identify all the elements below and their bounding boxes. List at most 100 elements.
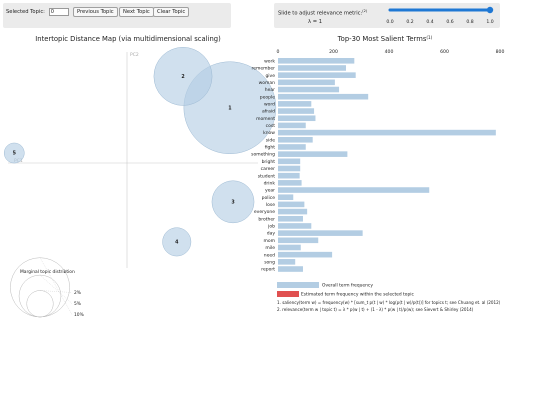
- term-label[interactable]: job: [267, 224, 275, 230]
- term-label[interactable]: people: [260, 94, 275, 100]
- saliency-note: 1. saliency(term w) = frequency(w) * [su…: [277, 300, 501, 305]
- term-label[interactable]: give: [265, 73, 275, 79]
- marginal-level-label: 10%: [74, 312, 84, 318]
- term-label[interactable]: afraid: [262, 109, 275, 115]
- bar-police[interactable]: [278, 194, 294, 201]
- bar-day[interactable]: [278, 230, 363, 236]
- bar-word[interactable]: [278, 101, 312, 107]
- bar-woman[interactable]: [278, 79, 335, 86]
- term-label[interactable]: mom: [263, 239, 275, 244]
- topic-circle-2[interactable]: [153, 47, 213, 106]
- term-label[interactable]: remember: [251, 66, 275, 72]
- bar-xtick-label: 800: [496, 49, 505, 55]
- bar-student[interactable]: [278, 172, 300, 179]
- term-label[interactable]: word: [264, 101, 275, 107]
- term-label[interactable]: career: [261, 166, 276, 172]
- topic-label-3: 3: [231, 199, 234, 205]
- selected-topic-input[interactable]: [49, 8, 69, 16]
- intertopic-title: Intertopic Distance Map (via multidimens…: [35, 35, 221, 43]
- relevance-note: 2. relevance(term w | topic t) = λ * p(w…: [277, 307, 474, 312]
- topic-label-1: 1: [228, 105, 231, 111]
- bar-fight[interactable]: [278, 144, 306, 150]
- term-label[interactable]: day: [267, 231, 276, 237]
- topic-label-5: 5: [13, 151, 16, 157]
- bar-report[interactable]: [278, 266, 303, 272]
- bar-remember[interactable]: [278, 65, 346, 71]
- slider-tick-label: 0.4: [426, 19, 433, 25]
- relevance-panel: Slide to adjust relevance metric:(2) λ =…: [274, 3, 500, 28]
- marginal-level-label: 2%: [74, 290, 81, 296]
- relevance-slider[interactable]: 0.0 0.2 0.4 0.6 0.8 1.0: [386, 6, 494, 25]
- bar-bright[interactable]: [278, 158, 301, 165]
- topic-circle-5[interactable]: [3, 142, 25, 164]
- term-label[interactable]: mile: [265, 245, 275, 251]
- previous-topic-button[interactable]: Previous Topic: [73, 7, 118, 17]
- legend-overall-swatch: [277, 282, 319, 288]
- term-label[interactable]: woman: [259, 81, 276, 86]
- bar-moment[interactable]: [278, 115, 316, 122]
- marginal-circle: [26, 290, 54, 318]
- slider-tick-label: 1.0: [486, 19, 493, 25]
- term-label[interactable]: year: [265, 188, 275, 194]
- bar-everyone[interactable]: [278, 208, 308, 215]
- bar-xtick-label: 200: [329, 49, 338, 55]
- term-label[interactable]: side: [266, 137, 275, 143]
- marginal-level-label: 5%: [74, 301, 81, 307]
- bar-song[interactable]: [278, 259, 296, 265]
- bar-career[interactable]: [278, 165, 301, 172]
- slider-tick-label: 0.6: [446, 19, 453, 25]
- term-label[interactable]: something: [251, 152, 275, 158]
- term-label[interactable]: report: [261, 267, 275, 273]
- bar-mile[interactable]: [278, 244, 301, 251]
- bar-year[interactable]: [278, 187, 430, 193]
- term-label[interactable]: cost: [266, 123, 276, 129]
- slider-thumb[interactable]: [486, 6, 494, 14]
- bar-brother[interactable]: [278, 215, 303, 222]
- marginal-circle: [18, 274, 62, 318]
- term-label[interactable]: lose: [266, 202, 275, 208]
- marginal-circle: [10, 257, 70, 318]
- topic-circle-3[interactable]: [211, 180, 255, 224]
- bar-side[interactable]: [278, 136, 313, 143]
- term-label[interactable]: know: [263, 130, 275, 136]
- bar-work[interactable]: [278, 58, 355, 64]
- topic-label-2: 2: [181, 74, 184, 80]
- bar-xtick-label: 0: [277, 49, 280, 55]
- bar-drink[interactable]: [278, 180, 302, 186]
- term-label[interactable]: song: [264, 260, 275, 265]
- term-label[interactable]: bright: [262, 159, 276, 165]
- term-label[interactable]: hear: [265, 87, 275, 93]
- legend-estimated-swatch: [277, 291, 299, 297]
- term-label[interactable]: work: [264, 58, 275, 64]
- term-label[interactable]: moment: [256, 116, 275, 122]
- lambda-value: λ = 1: [308, 19, 323, 25]
- bar-need[interactable]: [278, 251, 333, 258]
- bar-cost[interactable]: [278, 122, 306, 129]
- bar-something[interactable]: [278, 151, 348, 157]
- bar-know[interactable]: [278, 129, 496, 136]
- term-label[interactable]: need: [264, 252, 275, 258]
- bar-give[interactable]: [278, 72, 356, 78]
- pc2-label: PC2: [130, 52, 139, 58]
- term-label[interactable]: everyone: [254, 209, 275, 215]
- bar-xtick-label: 600: [440, 49, 449, 55]
- bar-xtick-label: 400: [385, 49, 394, 55]
- topic-label-4: 4: [175, 239, 179, 245]
- term-label[interactable]: student: [258, 173, 275, 179]
- term-label[interactable]: fight: [265, 145, 276, 151]
- bar-job[interactable]: [278, 223, 312, 229]
- marginal-leader: [39, 290, 73, 293]
- bar-people[interactable]: [278, 93, 369, 100]
- term-label[interactable]: brother: [258, 216, 275, 222]
- clear-topic-button[interactable]: Clear Topic: [153, 7, 190, 17]
- bar-lose[interactable]: [278, 201, 305, 208]
- bar-mom[interactable]: [278, 237, 319, 244]
- topic-circle-4[interactable]: [162, 227, 192, 257]
- legend-overall-label: Overall term frequency: [322, 283, 373, 289]
- bar-hear[interactable]: [278, 86, 340, 93]
- term-label[interactable]: drink: [264, 180, 276, 186]
- bar-afraid[interactable]: [278, 108, 315, 114]
- legend-estimated-label: Estimated term frequency within the sele…: [301, 292, 414, 298]
- term-label[interactable]: police: [262, 195, 276, 201]
- marginal-title: Marginal topic distribtion: [20, 269, 75, 275]
